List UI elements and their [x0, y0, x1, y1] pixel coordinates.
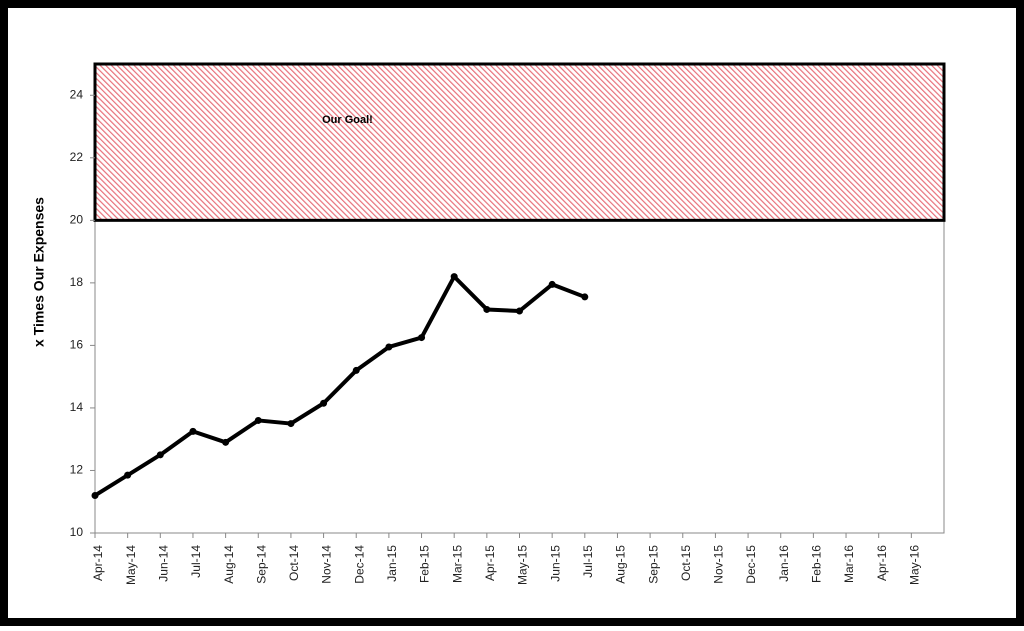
- x-tick-label: Mar-15: [450, 545, 464, 583]
- point: [385, 343, 393, 351]
- x-tick-label: Sep-15: [646, 545, 660, 584]
- x-tick-label: Nov-14: [320, 545, 334, 584]
- x-tick-label: Jun-15: [548, 545, 562, 582]
- point: [581, 293, 589, 301]
- x-tick-label: Dec-15: [744, 545, 758, 584]
- y-axis-label: x Times Our Expenses: [31, 197, 47, 347]
- line: [93, 274, 586, 498]
- x-tick-label: Nov-15: [712, 545, 726, 584]
- point: [548, 280, 556, 288]
- x-tick-label: Feb-16: [810, 545, 824, 583]
- point: [352, 366, 360, 374]
- point: [124, 471, 132, 479]
- point: [320, 399, 328, 407]
- x-tick-label: Feb-15: [418, 545, 432, 583]
- point: [516, 307, 523, 315]
- point: [254, 416, 262, 424]
- y-tick-label: 16: [70, 338, 84, 352]
- y-tick-label: 10: [70, 525, 84, 539]
- x-tick-label: Apr-16: [875, 545, 889, 581]
- y-tick-label: 14: [70, 400, 84, 414]
- goal-label: Our Goal!: [322, 114, 373, 126]
- point: [91, 491, 99, 499]
- x-tick-label: Sep-14: [254, 545, 268, 584]
- y-tick-label: 20: [70, 213, 84, 227]
- point: [450, 273, 458, 281]
- x-tick-label: Jan-15: [385, 545, 399, 582]
- x-tick-label: Jan-16: [777, 545, 791, 582]
- x-tick-label: Jun-14: [156, 545, 170, 582]
- point: [156, 451, 164, 459]
- point: [483, 305, 491, 313]
- x-tick-label: Apr-14: [91, 545, 105, 581]
- point: [222, 438, 230, 446]
- x-tick-label: Oct-15: [679, 545, 693, 581]
- y-tick-label: 12: [70, 463, 84, 477]
- x-tick-label: Apr-15: [483, 545, 497, 581]
- goal-band: [93, 62, 946, 222]
- x-tick-label: Mar-16: [842, 545, 856, 583]
- x-tick-label: Aug-15: [614, 545, 628, 584]
- y-tick-label: 24: [70, 87, 84, 101]
- x-tick-label: Jul-15: [581, 545, 595, 578]
- x-tick-label: May-14: [124, 545, 138, 585]
- x-tick-label: May-15: [516, 545, 530, 585]
- x-tick-label: Dec-14: [352, 545, 366, 584]
- point: [189, 427, 197, 435]
- point: [418, 334, 426, 342]
- x-tick-label: May-16: [908, 545, 922, 585]
- y-tick-label: 22: [70, 150, 84, 164]
- x-tick-label: Aug-14: [222, 545, 236, 584]
- point: [287, 420, 295, 428]
- y-tick-label: 18: [70, 275, 84, 289]
- x-tick-label: Jul-14: [189, 545, 203, 578]
- x-tick-label: Oct-14: [287, 545, 301, 581]
